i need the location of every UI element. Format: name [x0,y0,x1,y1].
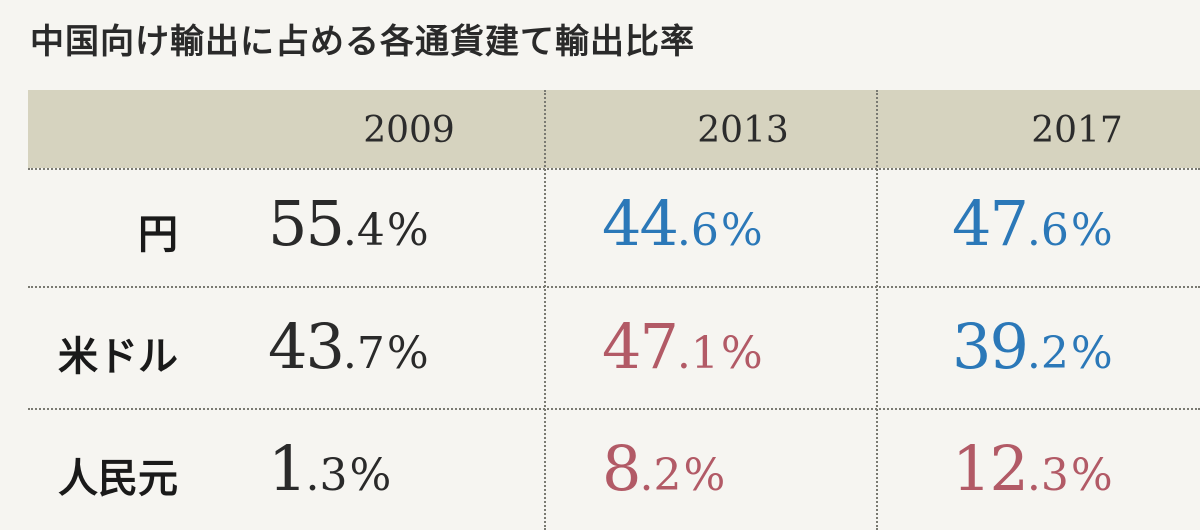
percent-sign: % [386,205,429,256]
row-label-rmb: 人民元 [58,456,178,502]
value-integer-part: 47 [952,187,1029,260]
percent-sign: % [1070,205,1113,256]
value-usd-2017: 39.2% [952,316,1113,378]
value-decimal-part: .3 [1026,450,1069,501]
value-integer-part: 12 [952,432,1029,505]
value-usd-2009: 43.7% [268,316,429,378]
value-yen-2017: 47.6% [952,193,1113,255]
value-integer-part: 44 [602,187,679,260]
row-label-usd: 米ドル [58,334,178,380]
value-rmb-2009: 1.3% [268,438,391,500]
value-decimal-part: .7 [342,328,385,379]
row-divider [28,408,1200,410]
column-divider [544,90,546,530]
value-decimal-part: .2 [1026,328,1069,379]
value-decimal-part: .1 [676,328,719,379]
column-divider [876,90,878,530]
percent-sign: % [349,450,392,501]
value-decimal-part: .2 [639,450,682,501]
value-yen-2013: 44.6% [602,193,763,255]
row-divider [28,168,1200,170]
percent-sign: % [683,450,726,501]
row-label-yen: 円 [138,212,178,258]
percent-sign: % [386,328,429,379]
value-decimal-part: .6 [676,205,719,256]
value-integer-part: 55 [268,187,345,260]
currency-ratio-table: 2009 2013 2017 円 米ドル 人民元 55.4% 44.6% 47.6%… [28,90,1200,530]
value-usd-2013: 47.1% [602,316,763,378]
value-decimal-part: .6 [1026,205,1069,256]
value-integer-part: 47 [602,310,679,383]
percent-sign: % [1070,328,1113,379]
value-integer-part: 39 [952,310,1029,383]
value-decimal-part: .3 [305,450,348,501]
percent-sign: % [1070,450,1113,501]
column-header-2013: 2013 [697,110,789,151]
value-rmb-2013: 8.2% [602,438,725,500]
value-integer-part: 43 [268,310,345,383]
percent-sign: % [720,328,763,379]
column-header-2009: 2009 [363,110,455,151]
value-integer-part: 1 [268,432,307,505]
value-yen-2009: 55.4% [268,193,429,255]
value-decimal-part: .4 [342,205,385,256]
chart-title: 中国向け輸出に占める各通貨建て輸出比率 [30,22,695,62]
column-header-2017: 2017 [1031,110,1123,151]
row-divider [28,286,1200,288]
header-band [28,90,1200,168]
value-integer-part: 8 [602,432,641,505]
value-rmb-2017: 12.3% [952,438,1113,500]
percent-sign: % [720,205,763,256]
